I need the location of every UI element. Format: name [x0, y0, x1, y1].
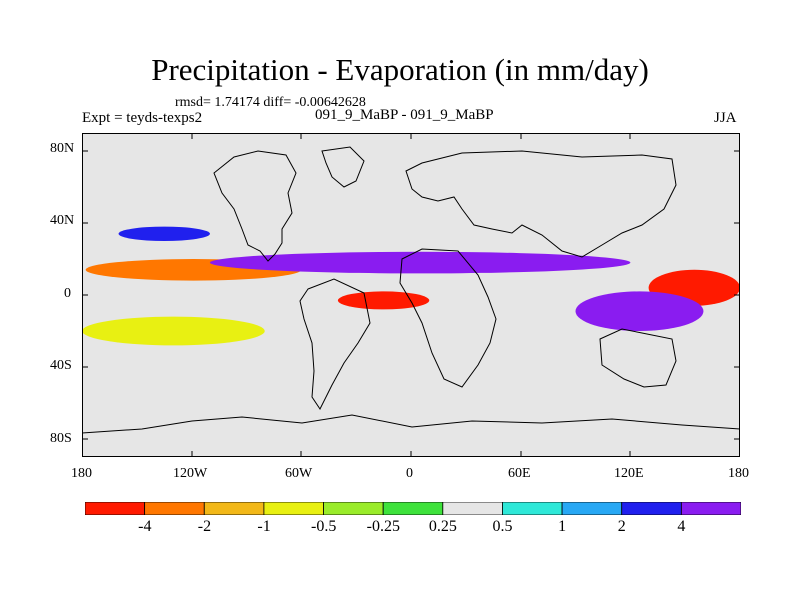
field-region: [337, 291, 430, 310]
lat-tick-label: 40S: [50, 358, 72, 373]
colorbar-swatch: [502, 502, 563, 515]
lon-tick-label: 60W: [285, 466, 313, 481]
lat-tick-label: 80S: [50, 431, 72, 446]
map-panel: [82, 133, 740, 457]
lon-tick-label: 180: [728, 466, 749, 481]
coastline-north-america: [213, 150, 297, 262]
colorbar-swatch: [621, 502, 682, 515]
coastline-eurasia: [405, 150, 677, 258]
coastline-antarctica: [82, 414, 740, 434]
colorbar-level-label: -0.25: [366, 518, 400, 535]
lon-tick-label: 120W: [173, 466, 208, 481]
field-region: [82, 316, 265, 346]
experiment-label: Expt = teyds-texps2: [82, 110, 203, 126]
lat-tick-label: 0: [64, 286, 71, 301]
colorbar-swatch: [680, 502, 741, 515]
colorbar-swatch: [203, 502, 265, 515]
coastline-australia: [599, 328, 677, 388]
coastline-greenland: [321, 146, 365, 188]
lat-tick-label: 40N: [50, 213, 75, 228]
colorbar-swatch: [263, 502, 324, 515]
lon-tick-label: 180: [71, 466, 92, 481]
lon-tick-label: 60E: [508, 466, 531, 481]
colorbar-swatch: [144, 502, 205, 515]
colorbar-swatch: [561, 502, 623, 515]
colorbar-swatch: [382, 502, 444, 515]
lat-tick-label: 80N: [50, 141, 75, 156]
lon-tick-label: 0: [406, 466, 413, 481]
lon-tick-label: 120E: [614, 466, 644, 481]
colorbar-level-label: -1: [257, 518, 271, 535]
colorbar-swatch: [323, 502, 384, 515]
colorbar-level-label: 1: [558, 518, 567, 535]
colorbar-level-label: 0.5: [492, 518, 513, 535]
coastline-africa: [399, 248, 497, 388]
colorbar-level-label: -4: [138, 518, 152, 535]
colorbar-level-label: -0.5: [311, 518, 337, 535]
season-label: JJA: [714, 110, 737, 126]
runs-label: 091_9_MaBP - 091_9_MaBP: [315, 107, 494, 123]
colorbar-level-label: -2: [197, 518, 212, 535]
axis-ticks: [82, 133, 740, 457]
field-region: [118, 226, 210, 241]
colorbar: [85, 502, 741, 515]
colorbar-swatch: [442, 502, 503, 515]
colorbar-level-label: 2: [617, 518, 626, 535]
field-region: [575, 291, 704, 331]
field-layer: [82, 226, 740, 346]
colorbar-level-label: 0.25: [428, 518, 457, 535]
colorbar-level-label: 4: [677, 518, 686, 535]
coastline-layer: [82, 146, 740, 434]
coastline-south-america: [299, 278, 371, 410]
statistics-line: rmsd= 1.74174 diff= -0.00642628: [175, 95, 366, 110]
colorbar-swatch: [85, 502, 146, 515]
field-region: [209, 251, 631, 274]
chart-title: Precipitation - Evaporation (in mm/day): [151, 52, 649, 87]
